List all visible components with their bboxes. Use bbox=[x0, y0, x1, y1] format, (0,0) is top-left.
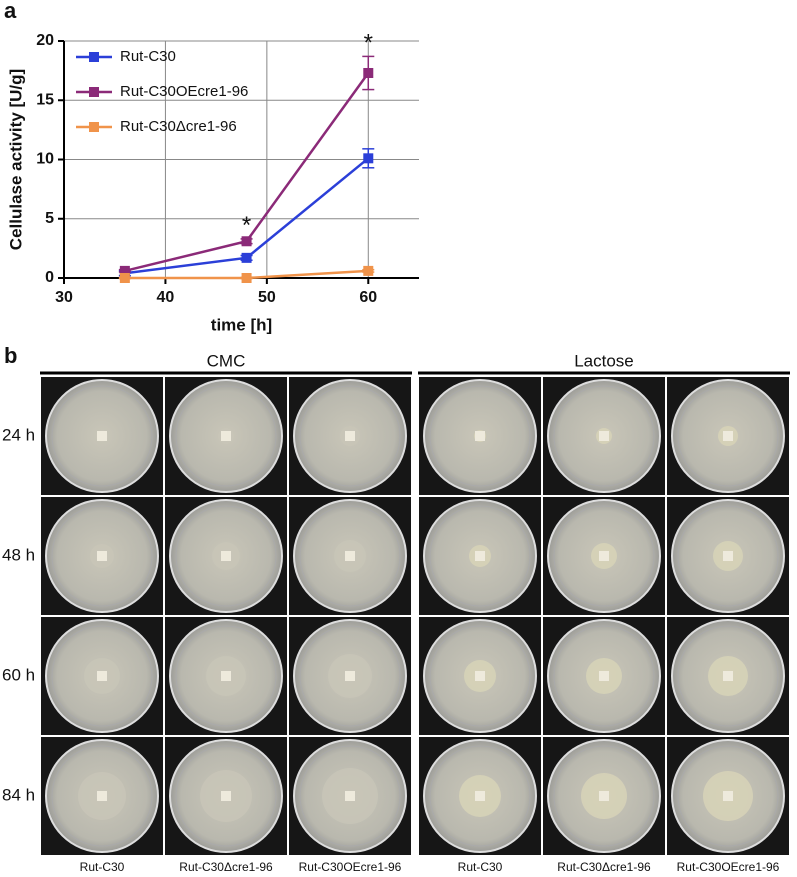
agar-plug bbox=[475, 791, 485, 801]
agar-plug bbox=[97, 671, 107, 681]
legend-marker bbox=[89, 52, 99, 62]
agar-plug bbox=[475, 551, 485, 561]
agar-plug bbox=[345, 551, 355, 561]
marker bbox=[241, 273, 252, 283]
agar-plug bbox=[599, 551, 609, 561]
plate-rim bbox=[299, 745, 401, 847]
plate-rim bbox=[429, 745, 531, 847]
x-tick-label: 40 bbox=[157, 289, 175, 306]
plate-rim bbox=[429, 505, 531, 607]
time-label: 60 h bbox=[2, 665, 35, 684]
plate-rim bbox=[429, 385, 531, 487]
plate-rim bbox=[677, 745, 779, 847]
time-label: 84 h bbox=[2, 785, 35, 804]
agar-plug bbox=[221, 431, 231, 441]
legend-label: Rut-C30OEcre1-96 bbox=[120, 83, 248, 100]
strain-label: Rut-C30Δcre1-96 bbox=[557, 860, 651, 874]
panel-label: b bbox=[4, 343, 17, 368]
plate-rim bbox=[175, 505, 277, 607]
agar-plug bbox=[599, 431, 609, 441]
marker bbox=[241, 252, 252, 263]
agar-plug bbox=[97, 551, 107, 561]
time-label: 24 h bbox=[2, 425, 35, 444]
marker bbox=[119, 265, 130, 276]
plate-rim bbox=[553, 745, 655, 847]
agar-plug bbox=[345, 671, 355, 681]
agar-plug bbox=[221, 551, 231, 561]
marker bbox=[363, 265, 374, 276]
marker bbox=[363, 153, 374, 164]
plate-rim bbox=[175, 385, 277, 487]
strain-label: Rut-C30OEcre1-96 bbox=[299, 860, 402, 874]
strain-label: Rut-C30 bbox=[458, 860, 503, 874]
agar-plug bbox=[221, 791, 231, 801]
agar-plug bbox=[97, 791, 107, 801]
x-tick-label: 50 bbox=[258, 289, 276, 306]
legend-marker bbox=[89, 122, 99, 132]
y-axis-label: Cellulase activity [U/g] bbox=[6, 69, 25, 250]
marker bbox=[363, 67, 374, 78]
agar-plug bbox=[221, 671, 231, 681]
marker bbox=[119, 273, 130, 283]
agar-plug bbox=[723, 431, 733, 441]
plate-rim bbox=[429, 625, 531, 727]
x-tick-label: 30 bbox=[55, 289, 73, 306]
y-tick-label: 20 bbox=[36, 32, 54, 49]
plate-rim bbox=[553, 625, 655, 727]
plate-rim bbox=[51, 625, 153, 727]
plate-rim bbox=[677, 505, 779, 607]
plate-rim bbox=[553, 505, 655, 607]
panel-label: a bbox=[4, 0, 17, 23]
agar-plug bbox=[599, 791, 609, 801]
y-tick-label: 15 bbox=[36, 91, 54, 108]
strain-label: Rut-C30Δcre1-96 bbox=[179, 860, 273, 874]
plate-rim bbox=[677, 625, 779, 727]
plate-rim bbox=[299, 505, 401, 607]
agar-plug bbox=[475, 671, 485, 681]
plate-rim bbox=[299, 385, 401, 487]
legend-marker bbox=[89, 87, 99, 97]
legend-label: Rut-C30 bbox=[120, 48, 176, 65]
x-tick-label: 60 bbox=[359, 289, 377, 306]
plate-rim bbox=[51, 745, 153, 847]
agar-plug bbox=[723, 551, 733, 561]
agar-plug bbox=[723, 671, 733, 681]
plate-rim bbox=[299, 625, 401, 727]
y-tick-label: 5 bbox=[45, 210, 54, 227]
y-tick-label: 0 bbox=[45, 269, 54, 286]
x-axis-label: time [h] bbox=[211, 315, 272, 334]
annotation: * bbox=[242, 212, 251, 239]
plate-rim bbox=[175, 745, 277, 847]
agar-plug bbox=[97, 431, 107, 441]
agar-plug bbox=[345, 431, 355, 441]
agar-plug bbox=[723, 791, 733, 801]
plate-rim bbox=[677, 385, 779, 487]
time-label: 48 h bbox=[2, 545, 35, 564]
medium-label: Lactose bbox=[574, 351, 634, 370]
medium-label: CMC bbox=[207, 351, 246, 370]
plate-rim bbox=[51, 385, 153, 487]
plate-rim bbox=[175, 625, 277, 727]
marker bbox=[241, 236, 252, 247]
strain-label: Rut-C30OEcre1-96 bbox=[677, 860, 780, 874]
agar-plug bbox=[475, 431, 485, 441]
annotation: * bbox=[364, 30, 373, 57]
plate-rim bbox=[553, 385, 655, 487]
strain-label: Rut-C30 bbox=[80, 860, 125, 874]
legend-label: Rut-C30Δcre1-96 bbox=[120, 118, 237, 135]
y-tick-label: 10 bbox=[36, 151, 54, 168]
plate-rim bbox=[51, 505, 153, 607]
agar-plug bbox=[345, 791, 355, 801]
agar-plug bbox=[599, 671, 609, 681]
